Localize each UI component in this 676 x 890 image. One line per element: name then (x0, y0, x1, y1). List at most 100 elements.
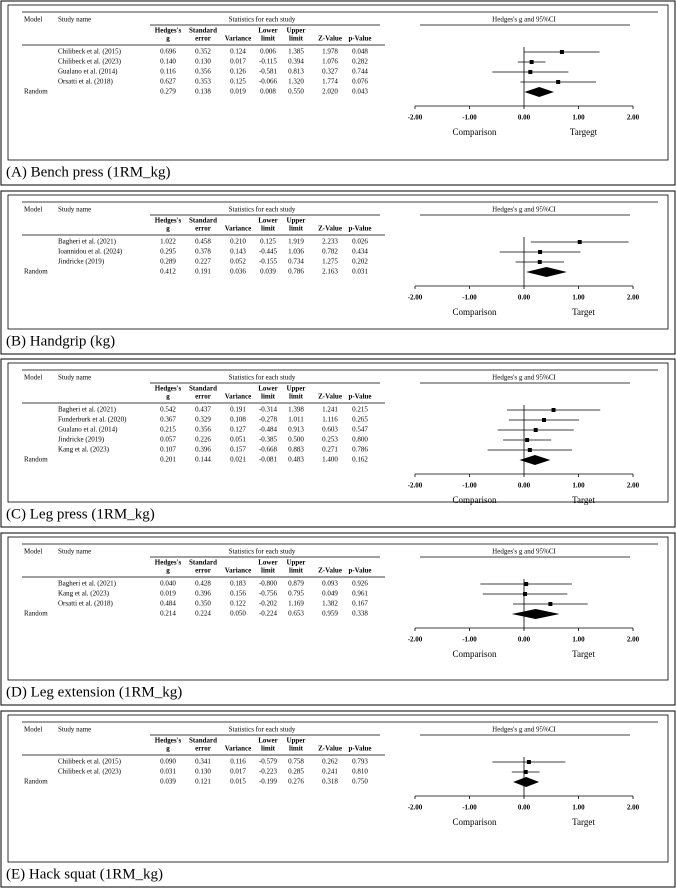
plot-title: Hedges's g and 95%CI (492, 374, 556, 382)
right-label: Target (572, 495, 595, 505)
stat-cell: 0.793 (352, 758, 368, 766)
stat-cell: 0.271 (322, 446, 338, 454)
x-tick-label: -2.00 (408, 482, 423, 490)
stat-cell: 0.353 (195, 78, 211, 86)
stat-cell: 0.156 (230, 590, 246, 598)
stat-cell: 0.121 (195, 778, 211, 786)
plot-frame (7, 194, 669, 330)
stat-cell: 0.241 (322, 768, 338, 776)
column-header: limit (289, 745, 304, 753)
stat-cell: 0.813 (288, 68, 304, 76)
study-name: Funderburk et al. (2020) (58, 416, 127, 424)
stat-cell: 0.226 (195, 436, 211, 444)
x-tick-label: 0.00 (518, 482, 531, 490)
stat-cell: -0.385 (259, 436, 278, 444)
study-name: Chilibeck et al. (2023) (58, 768, 122, 776)
stat-cell: 1.076 (322, 58, 338, 66)
study-name: Bagheri et al. (2021) (58, 580, 117, 588)
stat-cell: 1.275 (322, 258, 338, 266)
caption: (E) Hack squat (1RM_kg) (6, 866, 163, 882)
stat-cell: 0.019 (230, 88, 246, 96)
stat-cell: 1.169 (288, 600, 304, 608)
study-header: Study name (58, 374, 91, 382)
stat-cell: 0.913 (288, 426, 304, 434)
stat-cell: 0.130 (195, 768, 211, 776)
column-header: p-Value (348, 35, 371, 43)
stat-cell: 0.052 (230, 258, 246, 266)
stat-cell: 1.919 (288, 238, 304, 246)
stat-cell: 0.750 (352, 778, 368, 786)
column-header: limit (261, 567, 276, 575)
stat-cell: -0.155 (259, 258, 278, 266)
stat-cell: 1.241 (322, 406, 338, 414)
study-name: Bagheri et al. (2021) (58, 238, 117, 246)
forest-panel: (E) Hack squat (1RM_kg) Model Study name St… (0, 710, 676, 888)
stat-cell: 0.318 (322, 778, 338, 786)
stat-cell: -0.579 (259, 758, 278, 766)
stat-cell: 0.603 (322, 426, 338, 434)
stat-cell: 0.627 (160, 78, 176, 86)
plot-frame (7, 362, 669, 503)
stat-cell: 0.329 (195, 416, 211, 424)
stat-cell: 1.116 (322, 416, 338, 424)
x-tick-label: -2.00 (408, 636, 423, 644)
model-header: Model (24, 374, 42, 382)
right-label: Targegt (570, 127, 598, 137)
study-header: Study name (58, 726, 91, 734)
column-header: error (195, 393, 211, 401)
x-tick-label: -2.00 (408, 114, 423, 122)
panel-border (0, 0, 676, 186)
plot-title: Hedges's g and 95%CI (492, 548, 556, 556)
stat-cell: 0.327 (322, 68, 338, 76)
stat-cell: 0.782 (322, 248, 338, 256)
column-header: Variance (225, 35, 252, 43)
stat-cell: 0.341 (195, 758, 211, 766)
stats-header: Statistics for each study (229, 726, 296, 734)
column-header: limit (261, 35, 276, 43)
stat-cell: 0.396 (195, 446, 211, 454)
column-header: Standard (189, 27, 217, 35)
column-header: Variance (225, 393, 252, 401)
stat-cell: 0.040 (160, 580, 176, 588)
stat-cell: 0.483 (288, 456, 304, 464)
stat-cell: 1.385 (288, 48, 304, 56)
stat-cell: 2.020 (322, 88, 338, 96)
stat-cell: 0.550 (288, 88, 304, 96)
column-header: Variance (225, 567, 252, 575)
effect-point (529, 60, 534, 64)
left-label: Comparison (453, 817, 497, 827)
stat-cell: 0.224 (195, 610, 211, 618)
caption: (B) Handgrip (kg) (6, 333, 115, 349)
column-header: Standard (189, 217, 217, 225)
x-tick-label: -1.00 (462, 482, 477, 490)
stat-cell: 0.786 (288, 268, 304, 276)
x-tick-label: 1.00 (572, 294, 585, 302)
stat-cell: 0.191 (230, 406, 246, 414)
plot-frame (7, 4, 669, 161)
stats-header: Statistics for each study (229, 374, 296, 382)
column-header: Hedges's (155, 737, 182, 745)
column-header: g (166, 225, 170, 233)
stat-cell: -0.668 (259, 446, 278, 454)
effect-point (559, 50, 564, 54)
column-header: Upper (286, 559, 305, 567)
study-name: Gualano et al. (2014) (58, 426, 118, 434)
study-name: Ioannidou et al. (2024) (58, 248, 123, 256)
column-header: Upper (286, 737, 305, 745)
stat-cell: 0.108 (230, 416, 246, 424)
column-header: Lower (258, 27, 277, 35)
stat-cell: 0.116 (160, 68, 176, 76)
column-header: Lower (258, 385, 277, 393)
stat-cell: 0.758 (288, 758, 304, 766)
stat-cell: -0.484 (259, 426, 278, 434)
x-tick-label: -2.00 (408, 804, 423, 812)
stat-cell: 0.289 (160, 258, 176, 266)
x-tick-label: 1.00 (572, 804, 585, 812)
forest-panel: (A) Bench press (1RM_kg) Model Study name S… (0, 0, 676, 186)
column-header: Z-Value (318, 567, 342, 575)
stat-cell: 0.285 (288, 768, 304, 776)
stat-cell: 0.143 (230, 248, 246, 256)
stat-cell: 0.883 (288, 446, 304, 454)
model-header: Model (24, 548, 42, 556)
